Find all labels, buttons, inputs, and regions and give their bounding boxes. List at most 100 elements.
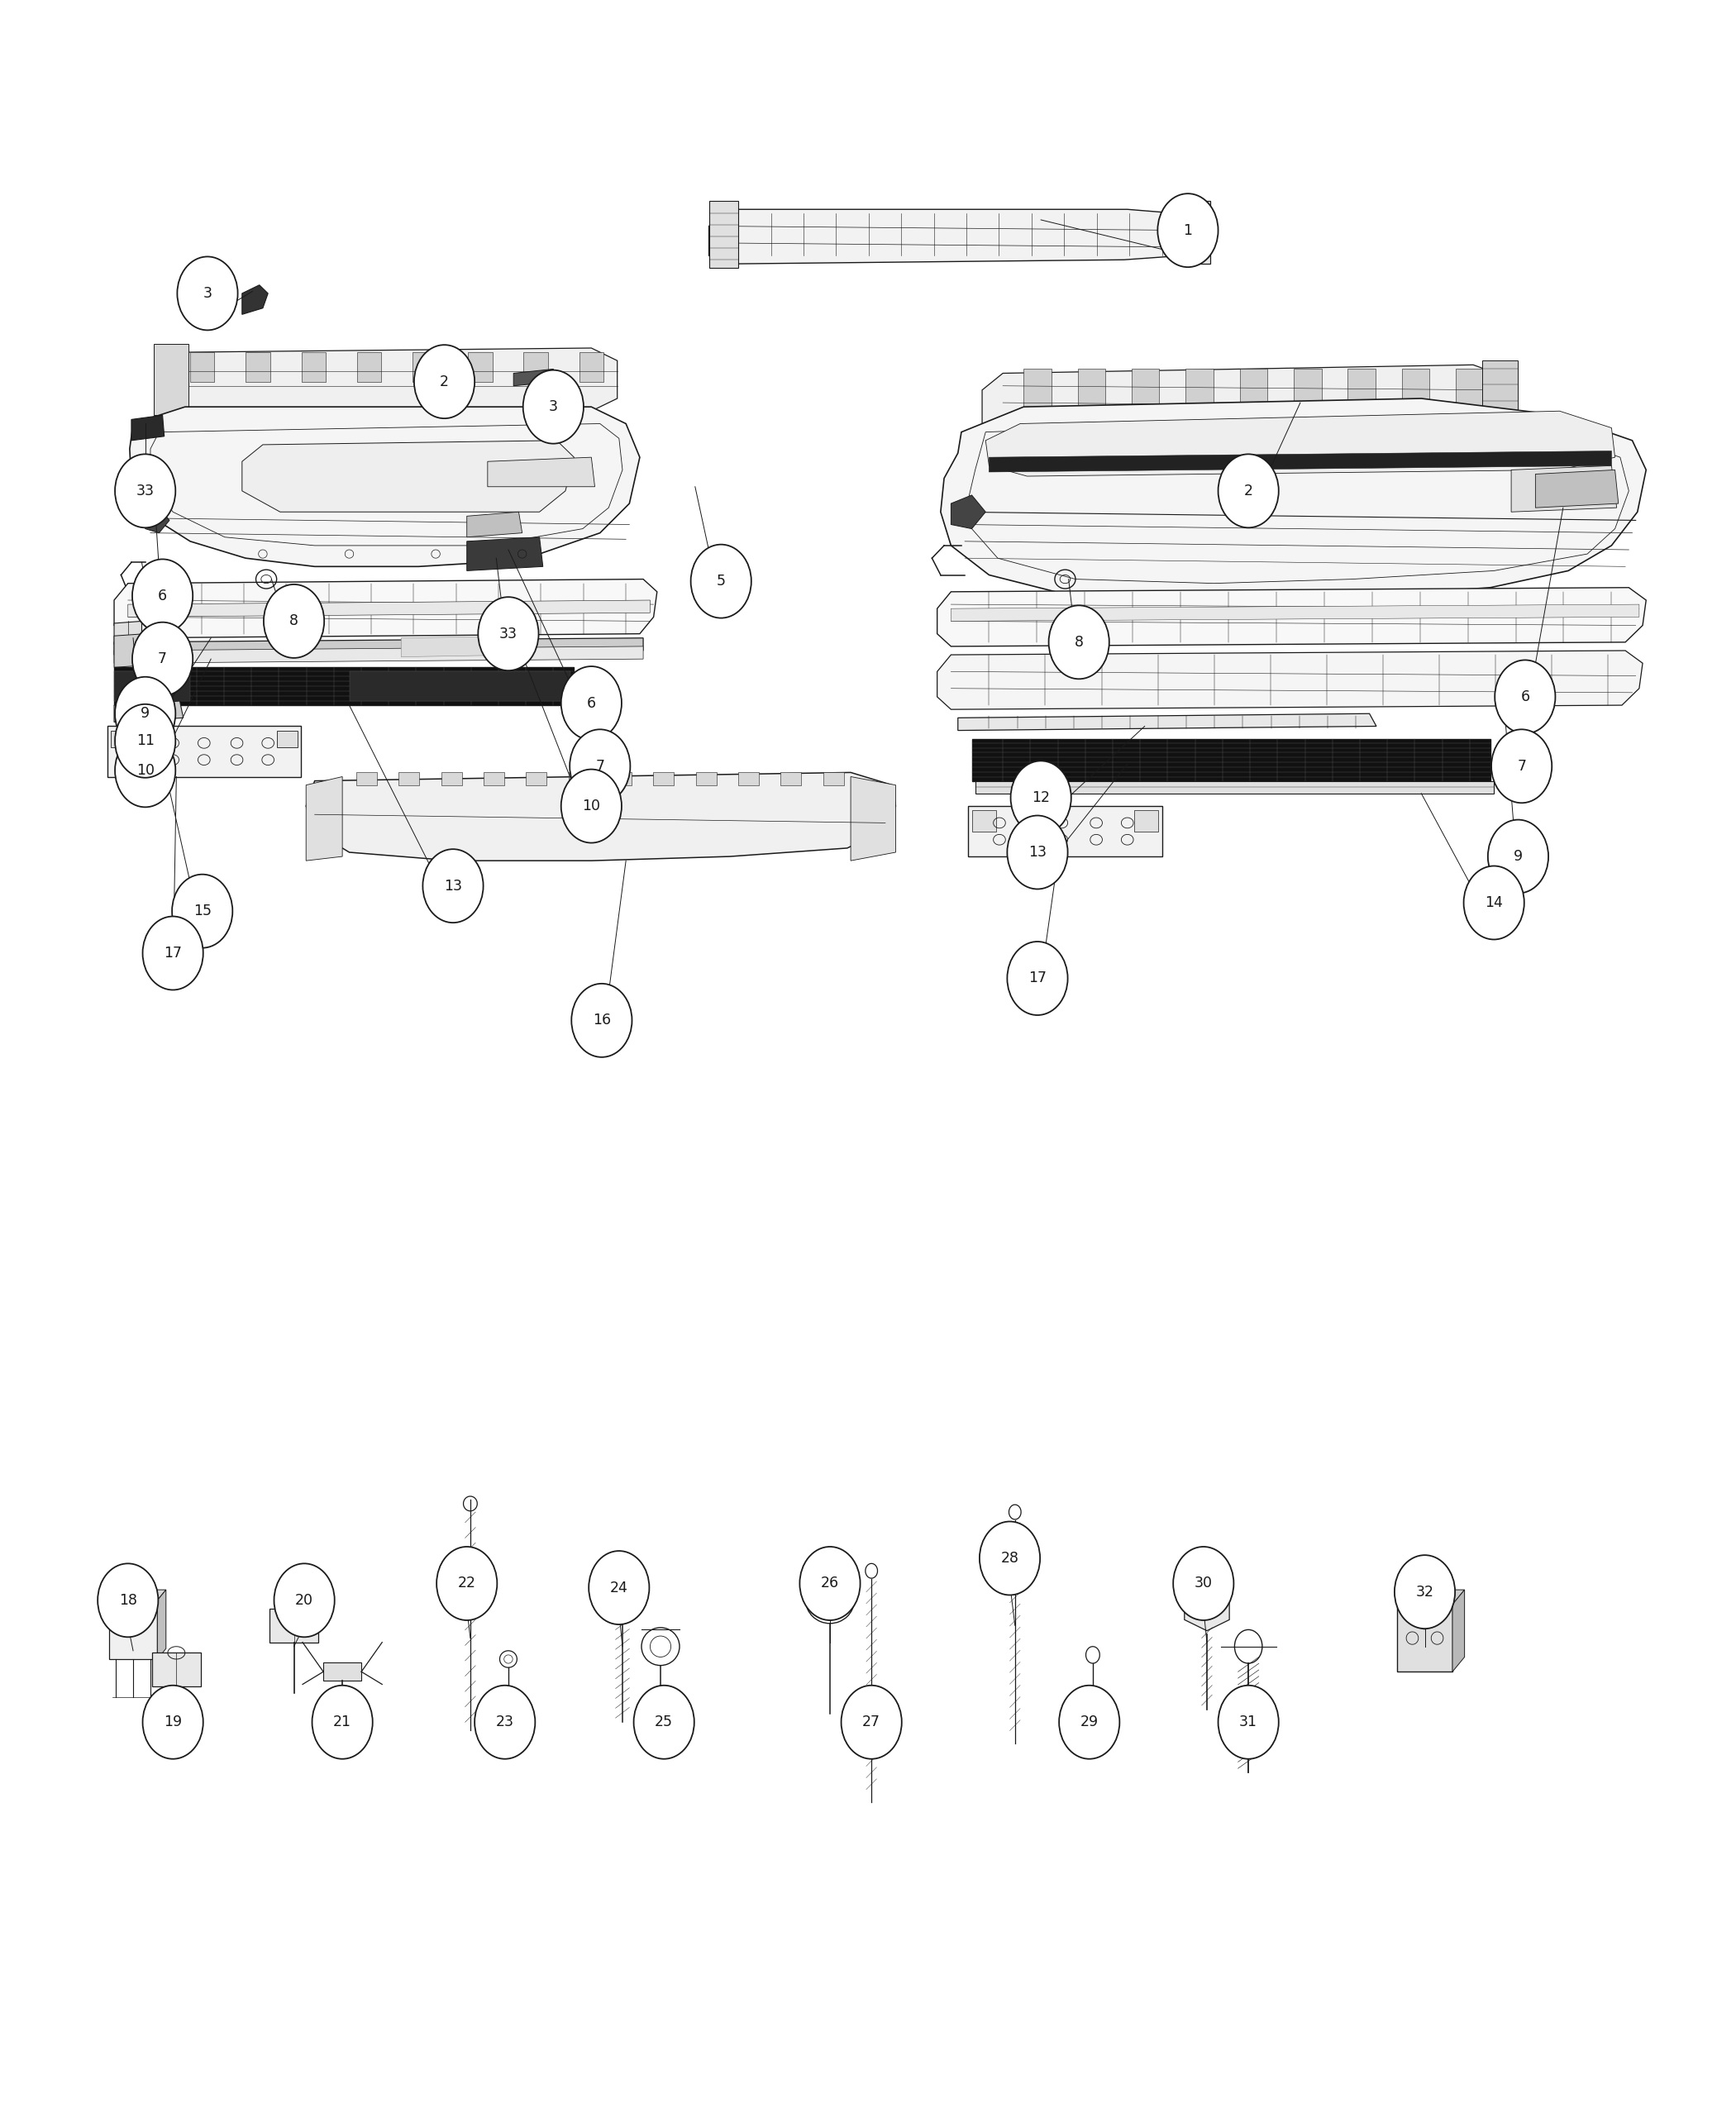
Text: 9: 9	[141, 706, 149, 721]
Polygon shape	[108, 727, 300, 776]
Polygon shape	[488, 457, 595, 487]
Polygon shape	[1078, 369, 1106, 411]
Text: 29: 29	[1080, 1714, 1099, 1729]
Polygon shape	[115, 702, 184, 723]
Polygon shape	[115, 647, 644, 664]
Polygon shape	[158, 1589, 167, 1659]
Circle shape	[1463, 866, 1524, 940]
Polygon shape	[611, 772, 632, 784]
Polygon shape	[306, 772, 896, 860]
Circle shape	[177, 257, 238, 331]
Circle shape	[115, 677, 175, 750]
Circle shape	[264, 584, 325, 658]
Circle shape	[979, 1522, 1040, 1596]
Polygon shape	[191, 352, 215, 382]
Text: 32: 32	[1415, 1585, 1434, 1600]
Circle shape	[142, 917, 203, 991]
Circle shape	[415, 346, 474, 417]
Polygon shape	[526, 772, 547, 784]
Polygon shape	[349, 672, 571, 702]
Circle shape	[132, 559, 193, 632]
Circle shape	[1495, 660, 1555, 734]
Circle shape	[97, 1564, 158, 1638]
Circle shape	[1158, 194, 1219, 268]
Polygon shape	[247, 352, 271, 382]
Polygon shape	[269, 1608, 318, 1642]
Circle shape	[477, 597, 538, 670]
Polygon shape	[306, 776, 342, 860]
Circle shape	[424, 850, 483, 923]
Polygon shape	[568, 772, 589, 784]
Polygon shape	[155, 344, 189, 415]
Polygon shape	[1397, 1604, 1453, 1672]
Text: 7: 7	[158, 651, 167, 666]
Polygon shape	[241, 441, 575, 512]
Text: 22: 22	[458, 1577, 476, 1592]
Polygon shape	[153, 1653, 201, 1686]
Polygon shape	[976, 780, 1495, 793]
Text: 27: 27	[863, 1714, 880, 1729]
Circle shape	[842, 1686, 901, 1758]
Polygon shape	[937, 588, 1646, 647]
Polygon shape	[983, 365, 1512, 441]
Polygon shape	[1535, 470, 1618, 508]
Circle shape	[800, 1547, 861, 1621]
Polygon shape	[399, 772, 420, 784]
Circle shape	[1219, 453, 1279, 527]
Polygon shape	[1457, 369, 1484, 411]
Text: 6: 6	[587, 696, 595, 710]
Text: 31: 31	[1240, 1714, 1257, 1729]
Circle shape	[691, 544, 752, 618]
Circle shape	[132, 622, 193, 696]
Polygon shape	[708, 209, 1193, 264]
Polygon shape	[1483, 360, 1519, 441]
Text: 16: 16	[592, 1014, 611, 1029]
Polygon shape	[969, 805, 1161, 856]
Polygon shape	[990, 451, 1611, 472]
Polygon shape	[951, 495, 986, 529]
Text: 20: 20	[295, 1594, 314, 1608]
Text: 7: 7	[595, 759, 604, 774]
Circle shape	[561, 769, 621, 843]
Polygon shape	[109, 1589, 167, 1600]
Text: 23: 23	[496, 1714, 514, 1729]
Polygon shape	[469, 352, 493, 382]
Polygon shape	[146, 508, 170, 533]
Circle shape	[115, 704, 175, 778]
Polygon shape	[851, 776, 896, 860]
Polygon shape	[302, 352, 326, 382]
Text: 21: 21	[333, 1714, 351, 1729]
Polygon shape	[986, 411, 1614, 476]
Polygon shape	[467, 512, 523, 538]
Polygon shape	[276, 731, 297, 746]
Text: 1: 1	[1184, 223, 1193, 238]
Text: 9: 9	[1514, 850, 1522, 864]
Circle shape	[523, 371, 583, 443]
Polygon shape	[514, 369, 557, 386]
Circle shape	[1059, 1686, 1120, 1758]
Polygon shape	[653, 772, 674, 784]
Polygon shape	[484, 772, 503, 784]
Text: 5: 5	[717, 573, 726, 588]
Text: 11: 11	[135, 734, 155, 748]
Text: 28: 28	[1000, 1551, 1019, 1566]
Polygon shape	[109, 1600, 158, 1659]
Polygon shape	[1132, 369, 1160, 411]
Text: 25: 25	[654, 1714, 674, 1729]
Text: 3: 3	[549, 398, 557, 415]
Circle shape	[589, 1551, 649, 1625]
Polygon shape	[580, 352, 604, 382]
Circle shape	[115, 734, 175, 807]
Text: 14: 14	[1484, 896, 1503, 911]
Text: 10: 10	[135, 763, 155, 778]
Circle shape	[1010, 761, 1071, 835]
Circle shape	[571, 984, 632, 1056]
Text: 13: 13	[444, 879, 462, 894]
Polygon shape	[1134, 809, 1158, 831]
Polygon shape	[111, 731, 132, 746]
Text: 3: 3	[203, 287, 212, 301]
Polygon shape	[951, 605, 1639, 622]
Text: 26: 26	[821, 1577, 838, 1592]
Circle shape	[1174, 1547, 1234, 1621]
Circle shape	[312, 1686, 373, 1758]
